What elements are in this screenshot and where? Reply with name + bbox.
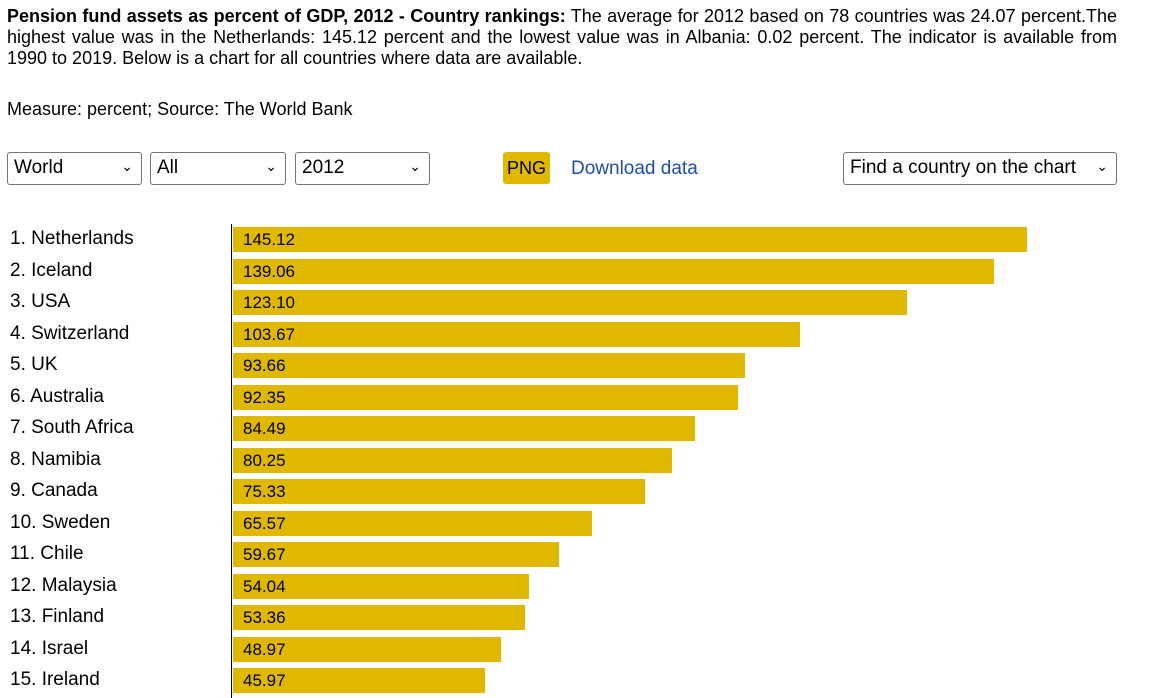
- category-label: 3. USA: [10, 291, 71, 312]
- bar-value-label: 145.12: [243, 230, 295, 249]
- bar: 54.04: [233, 573, 529, 599]
- bar: 59.67: [233, 542, 560, 567]
- bar: 48.97: [233, 636, 501, 662]
- bar: 123.10: [233, 290, 907, 315]
- bar-value-label: 93.66: [243, 356, 286, 375]
- chevron-down-icon: ⌄: [265, 158, 277, 174]
- bar-value-label: 75.33: [243, 482, 286, 501]
- bar: 103.67: [233, 321, 801, 347]
- category-label: 5. UK: [10, 354, 58, 375]
- region-value: World: [14, 157, 64, 178]
- bar-value-label: 80.25: [243, 450, 286, 470]
- category-label: 9. Canada: [10, 480, 98, 501]
- chevron-down-icon: ⌄: [409, 158, 421, 174]
- year-value: 2012: [302, 157, 345, 178]
- intro-title: Pension fund assets as percent of GDP, 2…: [7, 6, 566, 26]
- bar-value-label: 48.97: [243, 639, 286, 659]
- category-label: 10. Sweden: [10, 511, 111, 533]
- bar-value-label: 92.35: [243, 387, 286, 407]
- group-select[interactable]: All ⌄: [150, 152, 286, 185]
- bar: 53.36: [233, 605, 525, 630]
- chevron-down-icon: ⌄: [1096, 158, 1108, 174]
- category-label: 8. Namibia: [10, 448, 101, 470]
- download-data-link[interactable]: Download data: [571, 158, 698, 179]
- bar: 93.66: [233, 353, 746, 378]
- bar: 92.35: [233, 384, 739, 410]
- bar-value-label: 139.06: [243, 261, 295, 281]
- bar: 45.97: [233, 668, 485, 693]
- category-label: 11. Chile: [10, 543, 84, 564]
- bar-value-label: 84.49: [243, 419, 286, 438]
- category-label: 15. Ireland: [10, 669, 100, 690]
- bar: 139.06: [233, 258, 994, 284]
- find-country-value: Find a country on the chart: [850, 157, 1077, 178]
- bar-value-label: 103.67: [243, 324, 295, 344]
- bar-value-label: 59.67: [243, 545, 286, 564]
- year-select[interactable]: 2012 ⌄: [295, 152, 430, 185]
- category-label: 2. Iceland: [10, 259, 93, 281]
- category-label: 14. Israel: [10, 637, 89, 659]
- intro-body: The average for 2012 based on 78 countri…: [7, 6, 1117, 68]
- region-select[interactable]: World ⌄: [7, 152, 142, 185]
- png-button[interactable]: PNG: [503, 152, 550, 184]
- bar-value-label: 123.10: [243, 293, 295, 312]
- category-label: 6. Australia: [10, 385, 104, 407]
- find-country-select[interactable]: Find a country on the chart ⌄: [843, 152, 1117, 185]
- bar-value-label: 54.04: [243, 576, 286, 596]
- chevron-down-icon: ⌄: [121, 158, 133, 174]
- bar-value-label: 65.57: [243, 513, 286, 533]
- category-label: 13. Finland: [10, 606, 105, 627]
- group-value: All: [157, 157, 179, 178]
- intro-text: Pension fund assets as percent of GDP, 2…: [7, 6, 1117, 69]
- bar: 75.33: [233, 479, 646, 504]
- bar: 65.57: [233, 510, 592, 536]
- bar: 84.49: [233, 416, 696, 441]
- category-label: 7. South Africa: [10, 417, 134, 438]
- bar: 145.12: [233, 227, 1027, 252]
- category-label: 1. Netherlands: [10, 228, 134, 249]
- bar-value-label: 53.36: [243, 608, 286, 627]
- category-label: 12. Malaysia: [10, 574, 117, 596]
- y-axis-line: [231, 224, 232, 698]
- bar-value-label: 45.97: [243, 671, 286, 690]
- bar: 80.25: [233, 447, 673, 473]
- category-label: 4. Switzerland: [10, 322, 130, 344]
- measure-source: Measure: percent; Source: The World Bank: [7, 99, 353, 119]
